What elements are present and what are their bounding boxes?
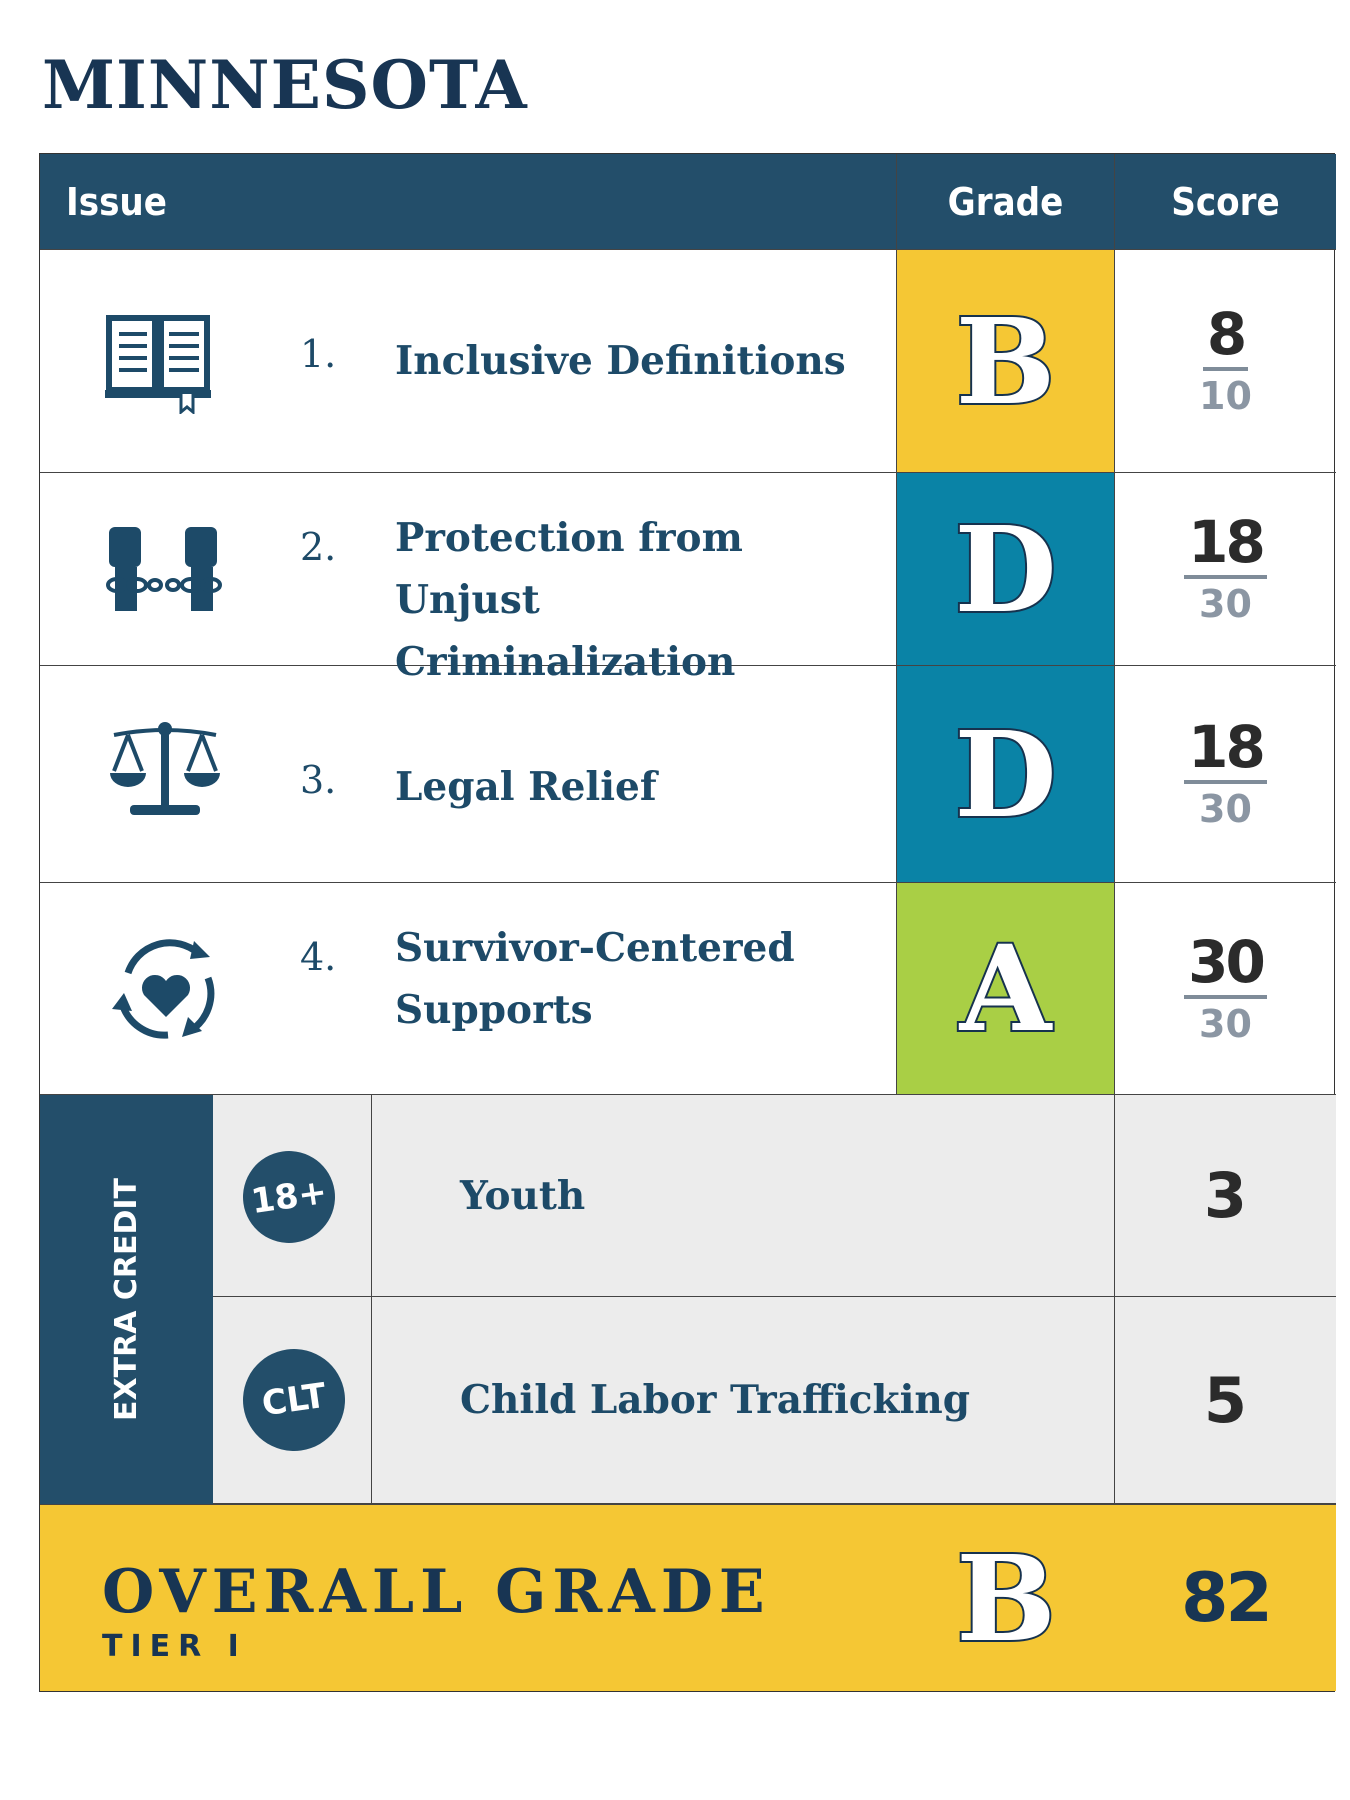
score-cell: 30 30 [1115, 883, 1336, 1095]
page-title: MINNESOTA [42, 46, 528, 124]
issue-number: 2. [300, 525, 337, 569]
score-value: 8 [1202, 301, 1249, 371]
header-grade: Grade [897, 154, 1115, 250]
issue-number: 4. [300, 935, 337, 979]
youth-badge: 18+ [237, 1145, 341, 1249]
issue-label: Legal Relief [395, 764, 657, 810]
heart-cycle-icon [112, 939, 215, 1039]
issue-row-3: 3. Legal Relief [40, 666, 897, 883]
open-book-icon [105, 315, 211, 414]
issue-label: Survivor-Centered Supports [395, 925, 795, 1033]
issue-label: Protection from Unjust Criminalization [395, 515, 743, 685]
issue-number: 3. [300, 758, 337, 802]
header-score: Score [1115, 154, 1336, 250]
issue-row-2: 2. Protection from Unjust Criminalizatio… [40, 473, 897, 685]
extra-credit-label: EXTRA CREDIT [109, 1178, 144, 1421]
score-cell: 8 10 [1115, 250, 1336, 473]
issue-label: Inclusive Definitions [395, 338, 846, 384]
overall-score: 82 [1181, 1559, 1273, 1638]
header-issue: Issue [40, 154, 897, 250]
raised-fists-broken-chain-icon [106, 527, 222, 611]
overall-label: OVERALL GRADE [102, 1557, 771, 1627]
score-max: 10 [1199, 374, 1252, 418]
extra-credit-label-cell: EXTRA CREDIT [40, 1095, 213, 1504]
score-max: 30 [1199, 582, 1252, 626]
extra-credit-score: 3 [1115, 1095, 1336, 1297]
issue-row-1: 1. Inclusive Definitions [40, 250, 897, 473]
score-cell: 18 30 [1115, 473, 1336, 666]
overall-grade: B [954, 1527, 1058, 1670]
score-value: 18 [1184, 714, 1267, 784]
score-max: 30 [1199, 787, 1252, 831]
grade-cell: A [897, 883, 1115, 1095]
overall-grade-row: OVERALL GRADE TIER I B 82 [40, 1504, 1336, 1691]
extra-credit-score: 5 [1115, 1297, 1336, 1504]
score-value: 18 [1184, 509, 1267, 579]
badge-cell: 18+ [213, 1095, 372, 1297]
grade-cell: D [897, 473, 1115, 666]
extra-credit-item-label: Youth [372, 1095, 1115, 1297]
issue-row-4: 4. Survivor-Centered Supports [40, 883, 897, 1095]
grade-cell: B [897, 250, 1115, 473]
score-value: 30 [1184, 929, 1267, 999]
score-max: 30 [1199, 1001, 1252, 1046]
clt-badge: CLT [236, 1342, 352, 1458]
grade-cell: D [897, 666, 1115, 883]
extra-credit-item-label: Child Labor Trafficking [372, 1297, 1115, 1504]
report-card-table: Issue Grade Score 1. Inclusive Definitio… [39, 153, 1336, 1692]
issue-number: 1. [300, 332, 337, 376]
score-cell: 18 30 [1115, 666, 1336, 883]
scales-of-justice-icon [110, 722, 220, 815]
badge-cell: CLT [213, 1297, 372, 1504]
overall-tier: TIER I [102, 1629, 247, 1664]
